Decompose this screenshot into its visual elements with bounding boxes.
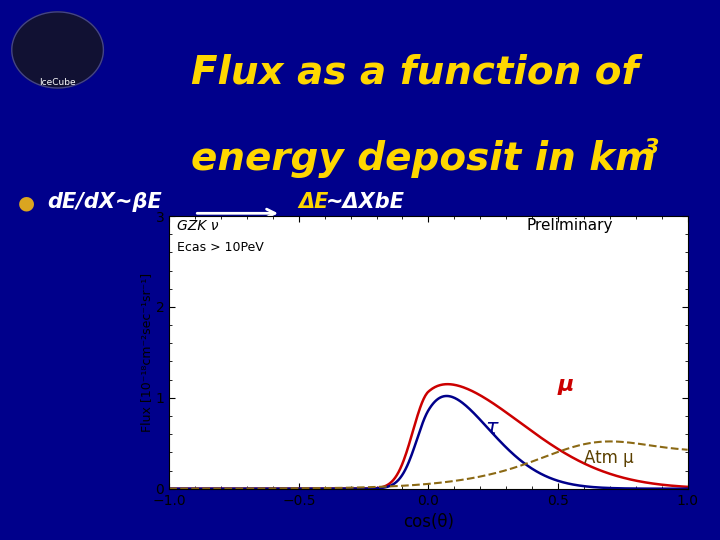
Text: ●: ●: [18, 193, 35, 212]
Text: Atm μ: Atm μ: [584, 449, 634, 467]
Y-axis label: Flux [10⁻¹⁸cm⁻²sec⁻¹sr⁻¹]: Flux [10⁻¹⁸cm⁻²sec⁻¹sr⁻¹]: [140, 273, 153, 432]
Text: dE/dX~βE: dE/dX~βE: [47, 192, 161, 213]
X-axis label: cos(θ): cos(θ): [403, 513, 454, 531]
Polygon shape: [12, 12, 104, 88]
Text: Flux as a function of: Flux as a function of: [191, 54, 638, 92]
Text: ~ΔXbE: ~ΔXbE: [325, 192, 405, 213]
Text: τ: τ: [485, 418, 498, 438]
Text: μ: μ: [558, 375, 575, 395]
Text: energy deposit in km: energy deposit in km: [191, 140, 655, 178]
Text: 3: 3: [644, 138, 660, 158]
Text: IceCube: IceCube: [40, 78, 76, 87]
Text: Ecas > 10PeV: Ecas > 10PeV: [177, 240, 264, 254]
Text: Preliminary: Preliminary: [527, 218, 613, 233]
Text: GZK ν: GZK ν: [177, 219, 218, 233]
Text: ΔE: ΔE: [299, 192, 329, 213]
